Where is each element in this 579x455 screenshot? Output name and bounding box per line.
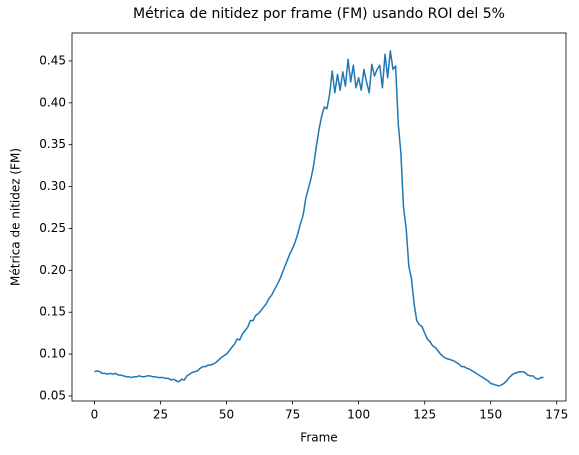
y-tick-label: 0.10: [39, 347, 66, 361]
y-tick-label: 0.30: [39, 179, 66, 193]
y-axis-label: Métrica de nitidez (FM): [9, 148, 23, 286]
x-tick-label: 150: [479, 408, 502, 422]
x-tick-label: 125: [413, 408, 436, 422]
y-tick-label: 0.20: [39, 263, 66, 277]
y-tick-label: 0.25: [39, 221, 66, 235]
x-tick-label: 100: [347, 408, 370, 422]
x-tick-label: 175: [545, 408, 568, 422]
y-tick-label: 0.05: [39, 388, 66, 402]
x-tick-label: 25: [153, 408, 168, 422]
x-axis-label: Frame: [300, 431, 337, 445]
y-tick-label: 0.40: [39, 95, 66, 109]
y-tick-label: 0.45: [39, 53, 66, 67]
y-tick-label: 0.35: [39, 137, 66, 151]
axes-frame: [71, 32, 567, 402]
data-line: [94, 50, 544, 387]
chart-title: Métrica de nitidez por frame (FM) usando…: [133, 6, 505, 22]
y-tick-label: 0.15: [39, 305, 66, 319]
x-tick-label: 0: [91, 408, 99, 422]
x-tick-label: 75: [285, 408, 300, 422]
x-tick-label: 50: [219, 408, 234, 422]
